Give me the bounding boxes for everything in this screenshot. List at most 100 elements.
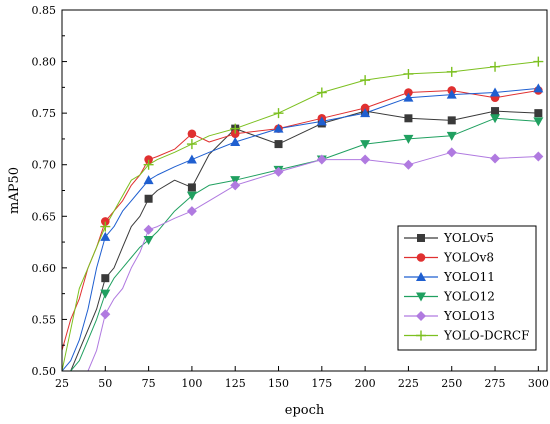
x-tick-label: 100	[181, 377, 202, 390]
data-point	[273, 108, 284, 119]
data-point	[490, 153, 501, 164]
data-point	[446, 131, 457, 141]
data-point	[186, 191, 197, 201]
data-point	[491, 107, 500, 116]
x-tick-label: 250	[441, 377, 462, 390]
series-line-2	[62, 87, 539, 371]
data-point	[316, 87, 327, 98]
legend-marker	[417, 234, 425, 242]
data-point	[230, 180, 241, 191]
y-tick-label: 0.60	[32, 262, 57, 275]
data-point	[316, 154, 327, 165]
data-point	[403, 92, 414, 102]
x-tick-label: 200	[355, 377, 376, 390]
plot-area	[61, 9, 548, 372]
data-point	[100, 289, 111, 299]
series-markers	[100, 56, 544, 320]
data-point	[403, 68, 414, 79]
data-point	[143, 159, 154, 170]
series-line-0	[62, 110, 539, 371]
data-point	[230, 137, 241, 147]
x-tick-label: 175	[311, 377, 332, 390]
y-axis-title: mAP50	[7, 167, 22, 214]
data-point	[403, 134, 414, 144]
legend-label: YOLOv5	[443, 231, 494, 245]
data-point	[533, 56, 544, 67]
series-line-5	[62, 61, 539, 371]
data-point	[360, 108, 371, 118]
series-lines	[62, 61, 539, 371]
data-point	[186, 139, 197, 150]
x-tick-label: 275	[485, 377, 506, 390]
data-point	[100, 221, 111, 232]
x-axis-ticks: 25 50 75 100 125 150 175 200 225 250 275 300	[55, 366, 549, 390]
data-point	[143, 236, 154, 246]
legend: YOLOv5 YOLOv8 YOLO11 YOLO12 YOLO13 YOLO-DCRCF	[397, 225, 537, 351]
data-point	[143, 224, 154, 235]
series-line-4	[62, 151, 539, 371]
data-point	[446, 147, 457, 158]
data-point	[490, 87, 501, 97]
x-tick-label: 225	[398, 377, 419, 390]
data-point	[446, 66, 457, 77]
legend-label: YOLO11	[443, 270, 495, 284]
data-point	[187, 129, 197, 139]
y-tick-label: 0.80	[32, 56, 57, 69]
data-point	[187, 183, 196, 192]
y-tick-label: 0.85	[32, 4, 57, 17]
y-tick-label: 0.75	[32, 107, 57, 120]
x-tick-label: 25	[55, 377, 69, 390]
data-point	[490, 114, 501, 124]
data-point	[404, 114, 413, 123]
legend-label: YOLO13	[443, 309, 495, 323]
data-point	[101, 217, 110, 226]
data-point	[360, 103, 370, 113]
y-tick-label: 0.50	[32, 365, 57, 378]
data-point	[273, 166, 284, 177]
data-point	[100, 231, 111, 241]
data-point	[274, 140, 283, 149]
legend-box	[397, 225, 537, 351]
data-point	[143, 175, 154, 185]
data-point	[101, 274, 110, 283]
y-tick-label: 0.65	[32, 210, 57, 223]
data-point	[404, 88, 413, 97]
data-point	[360, 140, 371, 150]
data-point	[360, 75, 371, 86]
data-point	[403, 159, 414, 170]
data-point	[533, 151, 544, 162]
x-tick-label: 150	[268, 377, 289, 390]
x-tick-label: 75	[142, 377, 156, 390]
legend-marker	[416, 311, 426, 321]
data-point	[230, 129, 240, 139]
legend-marker	[416, 330, 426, 341]
y-tick-label: 0.70	[32, 159, 57, 172]
data-point	[360, 154, 371, 165]
legend-label: YOLO12	[443, 290, 495, 304]
y-tick-label: 0.55	[32, 313, 57, 326]
data-point	[186, 154, 197, 164]
legend-marker	[416, 292, 426, 302]
data-point	[533, 83, 544, 93]
data-point	[273, 123, 284, 133]
data-point	[447, 116, 456, 125]
x-axis-title: epoch	[285, 403, 325, 418]
data-point	[100, 309, 111, 320]
legend-marker	[416, 272, 426, 281]
data-point	[534, 109, 543, 118]
data-point	[144, 194, 153, 203]
data-point	[490, 61, 501, 72]
legend-label: YOLOv8	[443, 251, 494, 265]
x-tick-label: 300	[528, 377, 549, 390]
x-tick-label: 125	[225, 377, 246, 390]
data-point	[446, 89, 457, 99]
series-line-3	[62, 117, 539, 371]
data-point	[144, 155, 153, 164]
x-tick-label: 50	[98, 377, 112, 390]
legend-marker	[416, 253, 426, 262]
data-point	[186, 206, 197, 217]
data-point	[316, 116, 327, 126]
data-point	[533, 117, 544, 127]
legend-label: YOLO-DCRCF	[443, 329, 529, 343]
